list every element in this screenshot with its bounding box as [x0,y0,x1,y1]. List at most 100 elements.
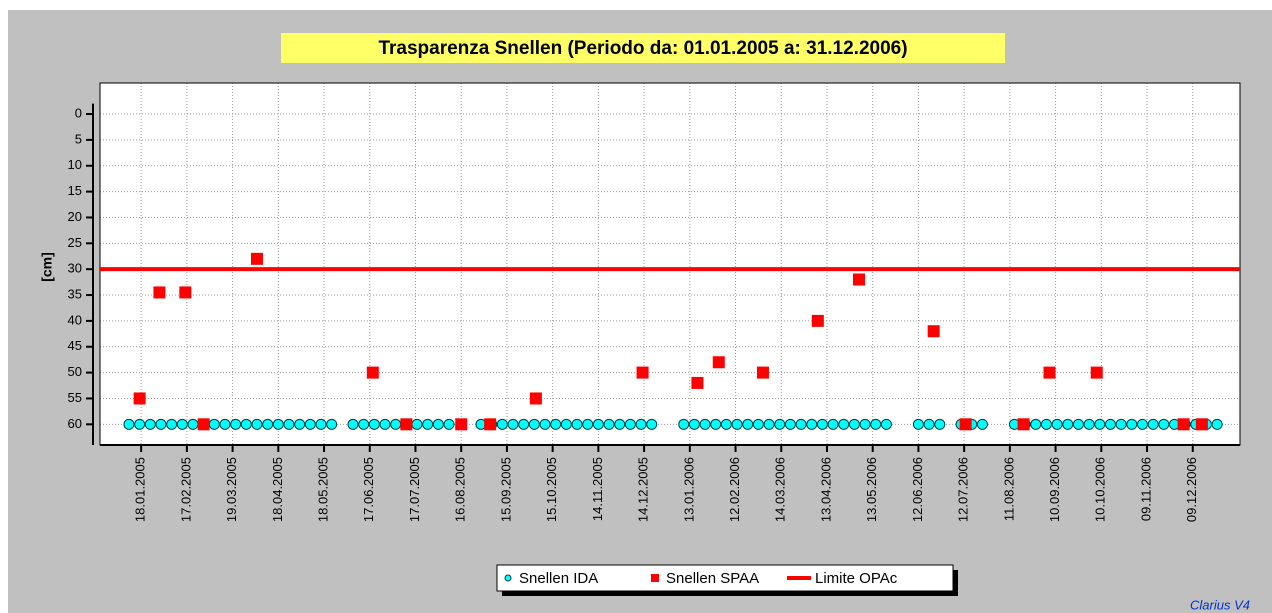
point [784,418,796,430]
legend-box [496,564,954,592]
point [550,418,562,430]
point [1062,418,1074,430]
point [806,418,818,430]
point [176,418,188,430]
x-tick-label: 12.07.2006 [956,457,971,522]
y-tick-label: 45 [68,338,82,353]
point [756,366,769,379]
point [484,418,497,431]
x-tick-label: 12.02.2006 [727,457,742,522]
point [347,418,359,430]
point [592,418,604,430]
y-axis-label: [cm] [39,252,55,282]
point [1136,418,1148,430]
point [411,418,423,430]
point [250,252,263,265]
point [315,418,327,430]
point [1158,418,1170,430]
point [368,418,380,430]
point [539,418,551,430]
point [251,418,263,430]
x-tick-label: 10.09.2006 [1047,457,1062,522]
point [1094,418,1106,430]
x-tick-label: 10.10.2006 [1093,457,1108,522]
point [880,418,892,430]
point [153,286,166,299]
y-tick-label: 55 [68,390,82,405]
point [614,418,626,430]
point [1115,418,1127,430]
point [230,418,242,430]
point [742,418,754,430]
x-tick-label: 14.11.2005 [590,457,605,521]
point [1104,418,1116,430]
point [710,418,722,430]
point [144,418,156,430]
y-tick-label: 5 [75,131,82,146]
y-tick-label: 20 [68,209,82,224]
point [646,418,658,430]
point [720,418,732,430]
point [635,418,647,430]
point [712,356,725,369]
point [838,418,850,430]
point [827,418,839,430]
x-tick-label: 14.12.2005 [636,457,651,522]
point [976,418,988,430]
x-tick-label: 14.03.2006 [773,457,788,522]
x-tick-label: 13.01.2006 [681,457,696,522]
point [1072,418,1084,430]
point [1211,418,1223,430]
x-tick-label: 18.05.2005 [315,457,330,522]
x-tick-label: 16.08.2005 [453,457,468,522]
legend-symbol [504,574,512,582]
legend-symbol [651,574,659,582]
x-tick-label: 09.12.2006 [1184,457,1199,522]
plot-border [99,82,1241,446]
point [1147,418,1159,430]
point [816,418,828,430]
point [326,418,338,430]
x-tick-label: 15.10.2005 [544,457,559,522]
point [197,418,210,431]
y-tick-label: 60 [68,416,82,431]
point [240,418,252,430]
y-tick-label: 10 [68,157,82,172]
x-tick-label: 19.03.2005 [224,457,239,522]
x-tick-label: 12.06.2006 [910,457,925,522]
point [688,418,700,430]
point [752,418,764,430]
point [678,418,690,430]
point [959,418,972,431]
point [1195,418,1208,431]
y-tick-label: 50 [68,364,82,379]
point [400,418,413,431]
point [811,314,824,327]
point [603,418,615,430]
point [134,418,146,430]
point [636,366,649,379]
point [358,418,370,430]
legend-label: Snellen IDA [519,570,598,587]
point [304,418,316,430]
point [560,418,572,430]
point [1043,366,1056,379]
point [571,418,583,430]
legend-label: Limite OPAc [815,570,898,587]
point [455,418,468,431]
point [294,418,306,430]
point [1051,418,1063,430]
x-tick-label: 15.09.2005 [498,457,513,522]
point [582,418,594,430]
point [763,418,775,430]
point [1083,418,1095,430]
point [624,418,636,430]
point [390,418,402,430]
point [422,418,434,430]
point [379,418,391,430]
x-tick-label: 17.07.2005 [407,457,422,522]
point [262,418,274,430]
point [518,418,530,430]
point [179,286,192,299]
